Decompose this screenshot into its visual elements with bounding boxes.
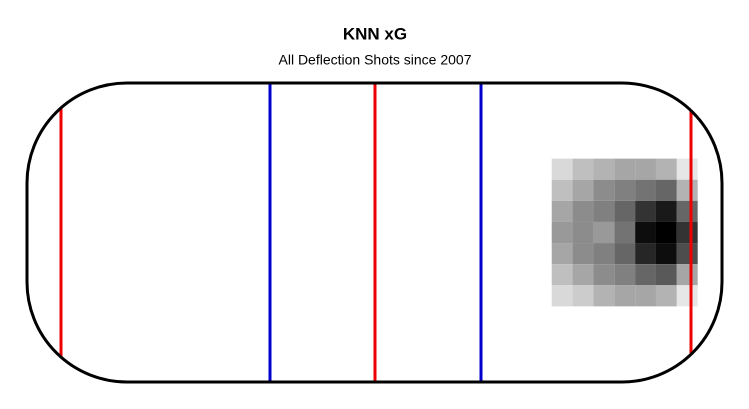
heat-cell — [593, 158, 615, 180]
heat-cell — [676, 264, 698, 286]
heat-cell — [635, 179, 656, 201]
heatmap — [551, 158, 698, 307]
heat-cell — [655, 221, 677, 244]
heat-cell — [572, 200, 594, 222]
heat-cell — [614, 285, 636, 307]
heat-cell — [655, 264, 677, 286]
heat-cell — [635, 221, 656, 244]
heat-cell — [572, 264, 594, 286]
heat-cell — [655, 200, 677, 222]
heat-cell — [676, 285, 698, 307]
heat-cell — [572, 158, 594, 180]
heat-cell — [593, 243, 615, 265]
heat-cell — [593, 264, 615, 286]
heat-cell — [572, 285, 594, 307]
heat-cell — [676, 158, 698, 180]
heat-cell — [676, 243, 698, 265]
heat-cell — [635, 243, 656, 265]
heat-cell — [676, 221, 698, 244]
heat-cell — [551, 179, 573, 201]
heat-cell — [551, 243, 573, 265]
rink-boards — [25, 81, 724, 384]
heat-cell — [635, 158, 656, 180]
heat-cell — [655, 243, 677, 265]
heat-cell — [614, 179, 636, 201]
chart-title: KNN xG — [343, 24, 407, 43]
heat-cell — [593, 285, 615, 307]
heat-cell — [572, 221, 594, 244]
heat-cell — [676, 179, 698, 201]
heat-cell — [572, 243, 594, 265]
heat-cell — [614, 158, 636, 180]
heat-cell — [635, 285, 656, 307]
heat-cell — [551, 221, 573, 244]
heat-cell — [614, 200, 636, 222]
heat-cell — [551, 285, 573, 307]
heat-cell — [635, 264, 656, 286]
rink-lines — [59, 83, 693, 382]
chart-subtitle: All Deflection Shots since 2007 — [279, 52, 472, 68]
heat-cell — [635, 200, 656, 222]
heat-cell — [593, 179, 615, 201]
heat-cell — [572, 179, 594, 201]
heat-cell — [655, 285, 677, 307]
heat-cell — [655, 158, 677, 180]
heat-cell — [593, 200, 615, 222]
heat-cell — [551, 264, 573, 286]
heat-cell — [614, 264, 636, 286]
heat-cell — [614, 221, 636, 244]
heat-cell — [676, 200, 698, 222]
heat-cell — [655, 179, 677, 201]
heat-cell — [551, 200, 573, 222]
heat-cell — [551, 158, 573, 180]
heat-cell — [593, 221, 615, 244]
heat-cell — [614, 243, 636, 265]
